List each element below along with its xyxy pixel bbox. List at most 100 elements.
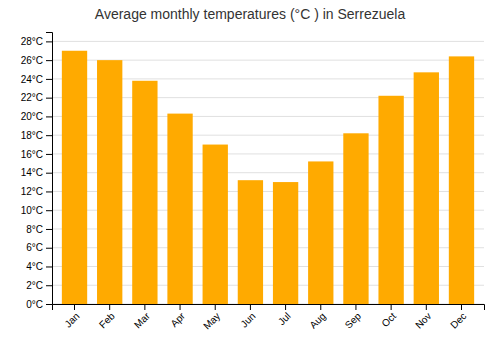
x-tick: Nov bbox=[413, 304, 433, 331]
x-tick-label: Feb bbox=[97, 310, 117, 330]
bar bbox=[308, 161, 333, 304]
x-tick-label: Sep bbox=[343, 310, 364, 331]
x-tick-label: Oct bbox=[379, 310, 398, 329]
y-axis: 0°C 2°C 4°C 6°C 8°C 10°C 12°C 14°C 16°C 18°C 20°C 2… bbox=[21, 33, 53, 310]
x-tick-label: Dec bbox=[448, 310, 468, 330]
y-tick: 20°C bbox=[21, 111, 52, 122]
bar bbox=[273, 182, 298, 304]
y-tick-mark bbox=[46, 79, 52, 80]
x-tick: Dec bbox=[448, 304, 468, 331]
x-tick: Aug bbox=[307, 304, 327, 331]
x-tick-label: Apr bbox=[168, 310, 187, 329]
y-tick-label: 22°C bbox=[21, 92, 43, 103]
x-tick-label: Aug bbox=[307, 310, 327, 330]
x-tick-mark bbox=[74, 304, 75, 310]
chart-title: Average monthly temperatures (°C ) in Se… bbox=[95, 6, 406, 22]
x-axis-line bbox=[53, 305, 485, 311]
x-tick-label: May bbox=[201, 310, 222, 331]
y-tick-mark bbox=[46, 116, 52, 117]
y-tick-mark bbox=[46, 173, 52, 174]
y-tick-mark bbox=[46, 154, 52, 155]
x-tick-mark bbox=[285, 304, 286, 310]
y-tick-label: 8°C bbox=[26, 224, 43, 235]
y-tick: 26°C bbox=[21, 55, 52, 66]
grid-line bbox=[52, 41, 484, 42]
bar bbox=[203, 145, 228, 304]
y-tick-mark bbox=[46, 229, 52, 230]
y-tick-mark bbox=[46, 41, 52, 42]
bar bbox=[378, 96, 403, 304]
y-tick-label: 4°C bbox=[26, 261, 43, 272]
bar bbox=[167, 114, 192, 304]
y-tick-mark bbox=[46, 210, 52, 211]
chart-svg: 0°C 2°C 4°C 6°C 8°C 10°C 12°C 14°C 16°C 18°C 20°C 2… bbox=[0, 0, 500, 350]
x-tick-mark bbox=[250, 304, 251, 310]
y-tick-mark bbox=[46, 135, 52, 136]
y-tick-mark bbox=[46, 266, 52, 267]
grid bbox=[52, 41, 484, 304]
bar bbox=[97, 60, 122, 304]
y-tick: 14°C bbox=[21, 167, 52, 178]
y-tick: 6°C bbox=[26, 242, 52, 253]
y-tick-label: 26°C bbox=[21, 55, 43, 66]
x-tick-mark bbox=[391, 304, 392, 310]
x-tick: May bbox=[201, 304, 222, 332]
bar bbox=[238, 180, 263, 304]
y-tick-label: 14°C bbox=[21, 167, 43, 178]
y-tick-label: 6°C bbox=[26, 242, 43, 253]
x-tick-mark bbox=[180, 304, 181, 310]
x-tick: Apr bbox=[168, 304, 187, 329]
x-tick-mark bbox=[109, 304, 110, 310]
x-tick-mark bbox=[426, 304, 427, 310]
x-tick-mark bbox=[215, 304, 216, 310]
x-tick-label: Nov bbox=[413, 310, 433, 330]
chart-container: 0°C 2°C 4°C 6°C 8°C 10°C 12°C 14°C 16°C 18°C 20°C 2… bbox=[0, 0, 500, 350]
x-tick: Jul bbox=[276, 304, 293, 327]
x-tick: Mar bbox=[132, 304, 152, 330]
y-tick: 8°C bbox=[26, 224, 52, 235]
y-tick-label: 2°C bbox=[26, 280, 43, 291]
x-tick: Feb bbox=[97, 304, 117, 330]
y-tick-mark bbox=[46, 304, 52, 305]
y-tick-label: 18°C bbox=[21, 130, 43, 141]
x-tick-mark bbox=[144, 304, 145, 310]
bars bbox=[62, 51, 474, 304]
y-tick-label: 24°C bbox=[21, 74, 43, 85]
y-tick-label: 16°C bbox=[21, 149, 43, 160]
bar bbox=[132, 81, 157, 304]
y-tick-label: 20°C bbox=[21, 111, 43, 122]
y-tick-mark bbox=[46, 60, 52, 61]
x-tick-mark bbox=[461, 304, 462, 310]
y-tick-label: 28°C bbox=[21, 36, 43, 47]
x-tick: Oct bbox=[379, 304, 398, 329]
y-tick: 0°C bbox=[26, 299, 52, 310]
bar bbox=[414, 72, 439, 304]
y-tick-mark bbox=[46, 98, 52, 99]
y-tick: 18°C bbox=[21, 130, 52, 141]
y-tick: 28°C bbox=[21, 36, 52, 47]
x-tick: Jun bbox=[238, 304, 257, 330]
x-tick-mark bbox=[355, 304, 356, 310]
y-tick: 12°C bbox=[21, 186, 52, 197]
y-tick: 2°C bbox=[26, 280, 52, 291]
x-tick-label: Jun bbox=[238, 310, 257, 329]
y-tick-label: 10°C bbox=[21, 205, 43, 216]
y-tick-mark bbox=[46, 191, 52, 192]
y-axis-line bbox=[46, 33, 53, 305]
y-tick: 24°C bbox=[21, 74, 52, 85]
x-axis: Jan Feb Mar Apr May Jun Jul Aug Sep Oct Nov Dec bbox=[53, 304, 485, 332]
y-tick: 10°C bbox=[21, 205, 52, 216]
bar bbox=[343, 133, 368, 304]
x-tick-label: Mar bbox=[132, 310, 152, 330]
y-tick-label: 12°C bbox=[21, 186, 43, 197]
x-tick-label: Jul bbox=[276, 310, 293, 327]
x-tick-label: Jan bbox=[62, 310, 81, 329]
y-tick: 22°C bbox=[21, 92, 52, 103]
y-tick: 4°C bbox=[26, 261, 52, 272]
y-tick: 16°C bbox=[21, 149, 52, 160]
bar bbox=[62, 51, 87, 304]
y-tick-label: 0°C bbox=[26, 299, 43, 310]
bar bbox=[449, 56, 474, 304]
x-tick-mark bbox=[320, 304, 321, 310]
x-tick: Sep bbox=[343, 304, 364, 331]
